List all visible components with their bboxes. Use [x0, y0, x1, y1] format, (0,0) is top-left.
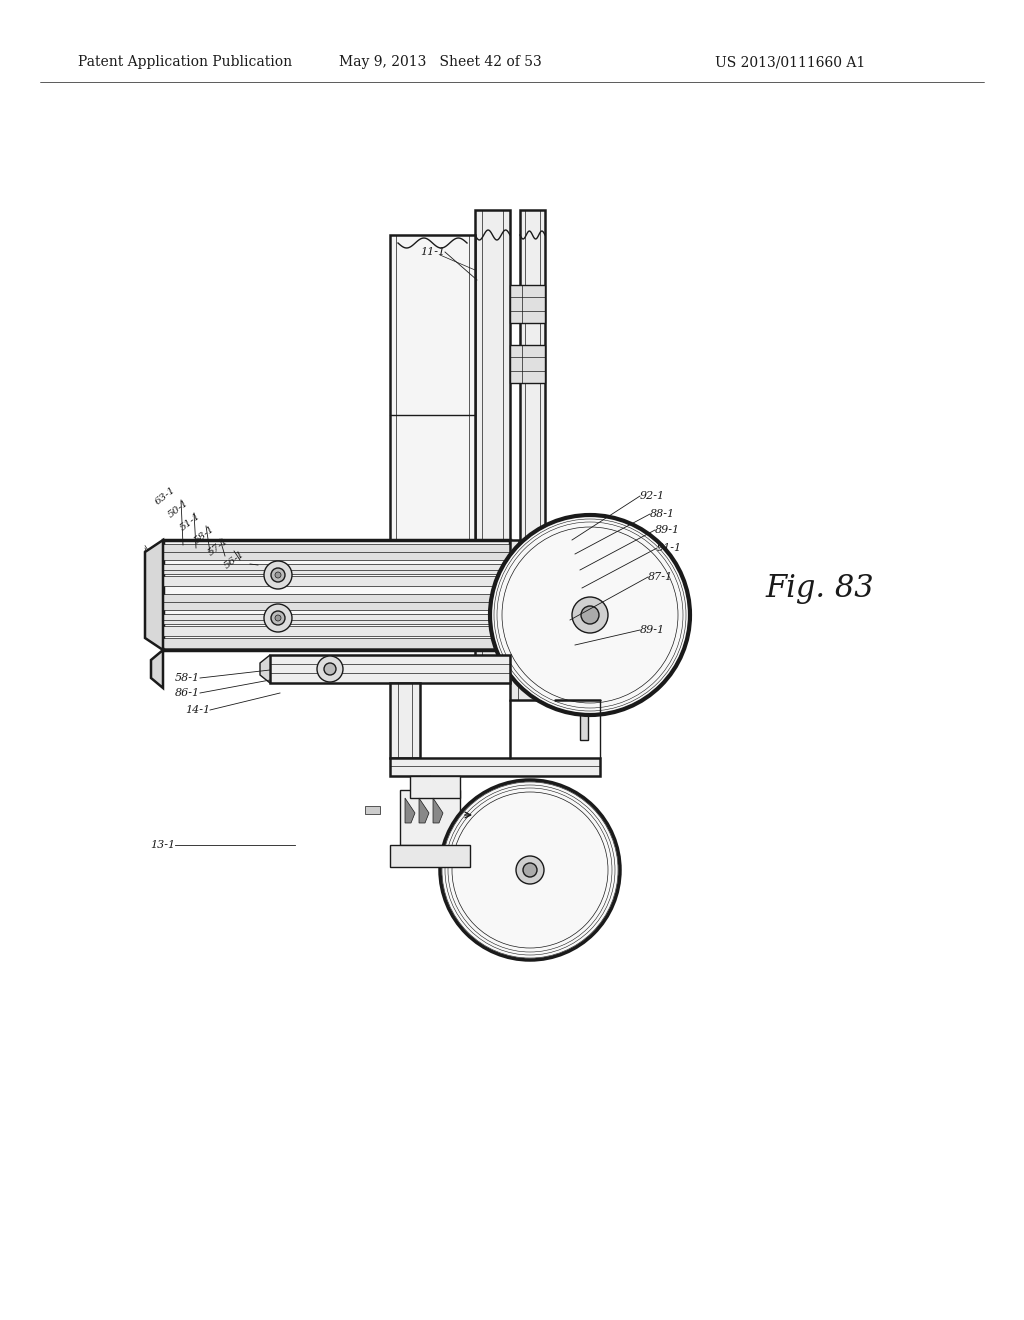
Text: 51-1: 51-1	[178, 511, 202, 533]
Text: May 9, 2013   Sheet 42 of 53: May 9, 2013 Sheet 42 of 53	[339, 55, 542, 69]
Bar	[163, 594, 510, 610]
Bar	[163, 614, 510, 624]
Text: US 2013/0111660 A1: US 2013/0111660 A1	[715, 55, 865, 69]
Bar	[510, 345, 545, 383]
Text: 57-1: 57-1	[206, 536, 230, 558]
Circle shape	[523, 863, 537, 876]
Bar	[400, 789, 460, 845]
Text: 91-1: 91-1	[657, 543, 682, 553]
Polygon shape	[260, 655, 270, 682]
Text: 58-1: 58-1	[175, 673, 200, 682]
Bar	[270, 655, 510, 682]
Circle shape	[572, 597, 608, 634]
Circle shape	[324, 663, 336, 675]
Circle shape	[271, 611, 285, 624]
Text: 14-1: 14-1	[185, 705, 210, 715]
Bar	[555, 558, 580, 583]
Bar	[520, 210, 545, 660]
Bar	[390, 845, 470, 867]
Text: 56-1: 56-1	[222, 549, 246, 570]
Text: Patent Application Publication: Patent Application Publication	[78, 55, 292, 69]
Circle shape	[275, 572, 281, 578]
Bar	[390, 235, 475, 540]
Circle shape	[516, 855, 544, 884]
Text: 63-1: 63-1	[153, 486, 177, 507]
Bar	[390, 758, 600, 776]
Text: 88-1: 88-1	[650, 510, 675, 519]
Bar	[510, 285, 545, 323]
Polygon shape	[433, 799, 443, 822]
Circle shape	[317, 656, 343, 682]
Bar	[163, 638, 510, 648]
Bar	[475, 210, 510, 660]
Text: 92-1: 92-1	[640, 491, 666, 502]
Text: 50-1: 50-1	[166, 498, 190, 520]
Circle shape	[581, 606, 599, 624]
Text: Fig. 83: Fig. 83	[766, 573, 874, 603]
Bar	[163, 626, 510, 636]
Circle shape	[490, 515, 690, 715]
Polygon shape	[406, 799, 415, 822]
Bar	[365, 807, 380, 814]
Polygon shape	[419, 799, 429, 822]
Bar	[555, 601, 580, 624]
Polygon shape	[145, 540, 163, 649]
Circle shape	[440, 780, 620, 960]
Bar	[163, 576, 510, 586]
Text: 89-1: 89-1	[640, 624, 666, 635]
Bar	[510, 540, 555, 700]
Text: 87-1: 87-1	[648, 572, 673, 582]
Bar	[390, 682, 420, 758]
Text: 58-1: 58-1	[193, 524, 216, 545]
Circle shape	[271, 568, 285, 582]
Circle shape	[264, 561, 292, 589]
Circle shape	[275, 615, 281, 620]
Text: 86-1: 86-1	[175, 688, 200, 698]
Text: 11-1: 11-1	[420, 247, 445, 257]
Bar	[580, 540, 588, 741]
Text: 89-1: 89-1	[655, 525, 680, 535]
Polygon shape	[151, 649, 163, 688]
Bar	[163, 540, 510, 649]
Bar	[163, 544, 510, 560]
Circle shape	[264, 605, 292, 632]
Bar	[410, 776, 460, 799]
Bar	[163, 564, 510, 574]
Text: 13-1: 13-1	[150, 840, 175, 850]
